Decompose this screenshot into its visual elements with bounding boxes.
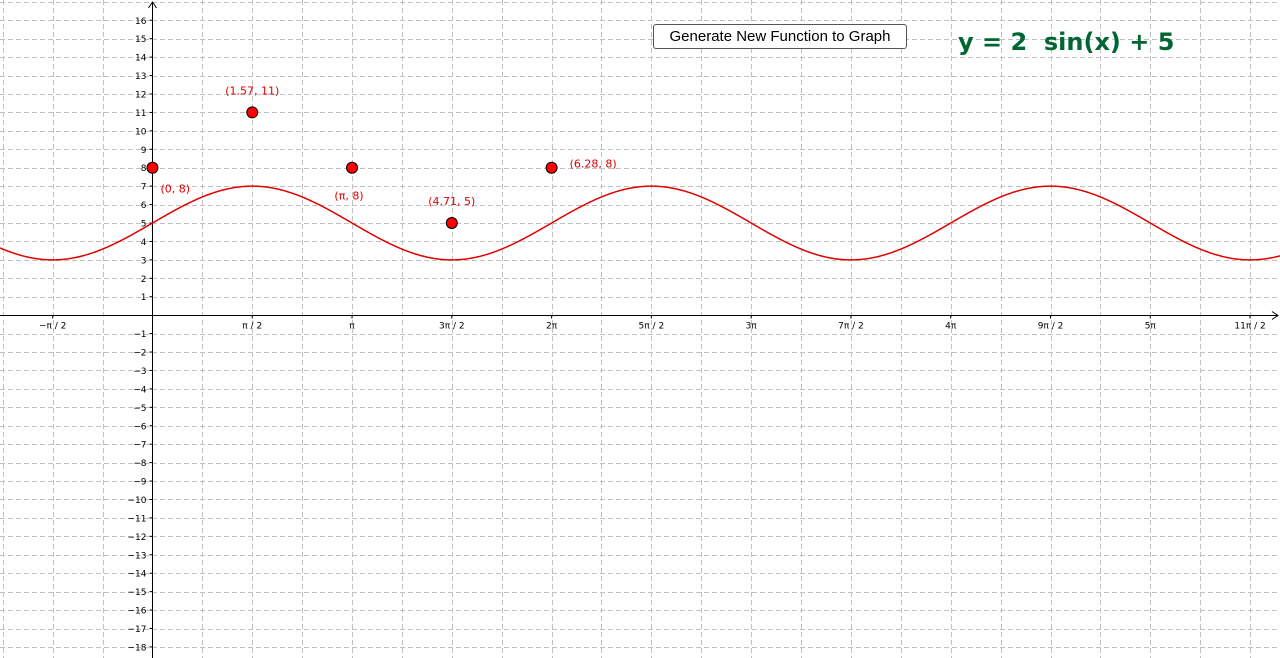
y-tick-label: −15 xyxy=(128,588,147,598)
sine-curve xyxy=(0,185,1280,261)
x-tick-label: 3π xyxy=(746,322,758,332)
y-tick-label: −18 xyxy=(128,643,147,653)
y-tick-label: −13 xyxy=(128,551,147,561)
point-label: (6.28, 8) xyxy=(570,158,617,171)
y-tick-label: 13 xyxy=(135,72,146,82)
y-tick-label: −12 xyxy=(128,533,147,543)
x-tick-label: −π / 2 xyxy=(39,322,66,332)
x-axis-arrow xyxy=(1271,311,1279,320)
equation-label: y = 2 sin(x) + 5 xyxy=(958,28,1174,62)
x-tick-label: 7π / 2 xyxy=(838,322,864,332)
y-tick-label: −4 xyxy=(133,385,147,395)
y-axis-arrow xyxy=(148,1,157,9)
equation-text: y = 2 sin(x) + 5 xyxy=(958,28,1175,56)
y-tick-label: 5 xyxy=(141,220,147,230)
y-tick-label: −7 xyxy=(133,441,146,451)
y-tick-label: 15 xyxy=(135,35,146,45)
y-tick-label: 14 xyxy=(135,54,147,64)
y-tick-label: 1 xyxy=(141,293,147,303)
function-graph xyxy=(0,185,1280,261)
y-tick-label: 16 xyxy=(135,17,147,27)
y-tick-label: −8 xyxy=(133,459,147,469)
y-tick-label: −14 xyxy=(128,570,147,580)
graph-point[interactable] xyxy=(545,161,558,174)
graph-point[interactable] xyxy=(146,161,159,174)
y-tick-label: 4 xyxy=(141,238,147,248)
y-tick-label: −10 xyxy=(128,496,147,506)
x-tick-label: 9π / 2 xyxy=(1038,322,1064,332)
x-tick-label: 2π xyxy=(546,322,558,332)
point-label: (4.71, 5) xyxy=(428,195,475,208)
graph-point[interactable] xyxy=(445,217,458,230)
y-tick-label: −2 xyxy=(133,349,146,359)
y-tick-label: −3 xyxy=(133,367,146,377)
point-label: (π, 8) xyxy=(334,190,363,203)
graph-point[interactable] xyxy=(246,106,259,119)
y-tick-label: −9 xyxy=(133,478,147,488)
x-tick-label: 5π xyxy=(1145,322,1157,332)
tick-labels: −π / 2 π / 2 π 3π / 2 2π 5π / 2 3π 7π / 2 4π 9π /… xyxy=(39,17,1266,654)
y-tick-label: 11 xyxy=(135,109,146,119)
point-label: (1.57, 11) xyxy=(225,84,279,97)
y-tick-label: −5 xyxy=(133,404,146,414)
y-tick-label: 10 xyxy=(135,127,147,137)
x-tick-label: 4π xyxy=(945,322,957,332)
x-tick-label: π / 2 xyxy=(242,322,262,332)
y-tick-label: 8 xyxy=(141,164,147,174)
y-tick-label: 9 xyxy=(141,146,147,156)
y-tick-label: 12 xyxy=(135,91,146,101)
y-tick-label: −17 xyxy=(128,625,147,635)
graph-point[interactable] xyxy=(346,161,359,174)
point-label: (0, 8) xyxy=(160,183,190,196)
points-layer[interactable]: (0, 8) (1.57, 11) (π, 8) (4.71, 5) (6.28, 8) xyxy=(146,84,617,230)
y-tick-label: 6 xyxy=(141,201,147,211)
y-tick-label: −16 xyxy=(128,607,147,617)
x-tick-label: π xyxy=(349,322,355,332)
y-tick-label: −1 xyxy=(133,330,146,340)
y-tick-label: 2 xyxy=(141,275,147,285)
y-tick-label: −6 xyxy=(133,422,147,432)
y-tick-label: 7 xyxy=(141,183,147,193)
x-tick-label: 3π / 2 xyxy=(439,322,465,332)
x-tick-label: 5π / 2 xyxy=(639,322,665,332)
generate-function-button[interactable]: Generate New Function to Graph xyxy=(653,24,907,49)
x-tick-label: 11π / 2 xyxy=(1234,322,1265,332)
y-tick-label: −11 xyxy=(128,514,147,524)
y-tick-label: 3 xyxy=(141,256,147,266)
